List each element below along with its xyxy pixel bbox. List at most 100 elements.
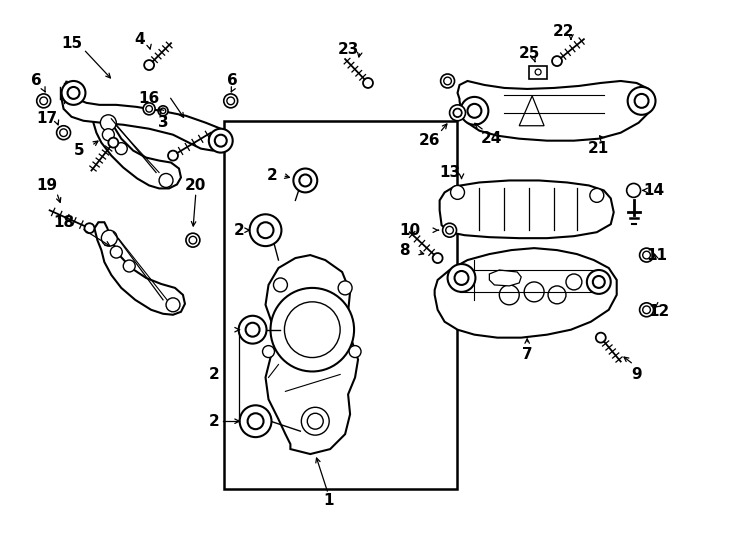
Circle shape <box>453 109 462 117</box>
Circle shape <box>446 226 454 234</box>
Circle shape <box>294 168 317 192</box>
Text: 24: 24 <box>481 131 502 146</box>
Text: 11: 11 <box>646 247 667 262</box>
Circle shape <box>123 260 135 272</box>
Circle shape <box>552 56 562 66</box>
Text: 19: 19 <box>36 178 57 193</box>
Text: 20: 20 <box>185 178 206 193</box>
Text: 15: 15 <box>61 36 82 51</box>
Polygon shape <box>266 255 358 454</box>
Circle shape <box>159 173 173 187</box>
Circle shape <box>643 251 650 259</box>
Circle shape <box>62 81 85 105</box>
Circle shape <box>432 253 443 263</box>
Circle shape <box>349 346 361 357</box>
Circle shape <box>102 129 115 140</box>
Circle shape <box>448 264 476 292</box>
Circle shape <box>454 109 462 117</box>
Text: 8: 8 <box>399 242 410 258</box>
Circle shape <box>460 97 488 125</box>
Text: 22: 22 <box>553 24 575 39</box>
Circle shape <box>639 303 653 317</box>
Circle shape <box>215 134 227 147</box>
Circle shape <box>548 286 566 304</box>
Polygon shape <box>519 96 544 126</box>
Circle shape <box>363 78 373 88</box>
Circle shape <box>308 413 323 429</box>
Circle shape <box>596 333 606 342</box>
Text: 1: 1 <box>323 494 333 508</box>
Text: 2: 2 <box>208 414 219 429</box>
Circle shape <box>189 237 197 244</box>
Circle shape <box>160 108 166 113</box>
Text: 4: 4 <box>134 32 145 46</box>
Text: 26: 26 <box>419 133 440 148</box>
Text: 3: 3 <box>158 115 168 130</box>
Text: 12: 12 <box>648 304 669 319</box>
Circle shape <box>627 184 641 198</box>
Circle shape <box>643 306 650 314</box>
Text: 6: 6 <box>228 73 238 89</box>
Circle shape <box>247 413 264 429</box>
Text: 6: 6 <box>32 73 42 89</box>
Circle shape <box>590 188 604 202</box>
Circle shape <box>68 87 79 99</box>
Text: 14: 14 <box>643 183 664 198</box>
Circle shape <box>146 105 153 112</box>
Circle shape <box>451 185 465 199</box>
Circle shape <box>302 407 329 435</box>
Circle shape <box>535 69 541 75</box>
Circle shape <box>524 282 544 302</box>
Circle shape <box>499 285 519 305</box>
Circle shape <box>186 233 200 247</box>
Circle shape <box>115 143 127 154</box>
Text: 7: 7 <box>522 347 532 362</box>
Polygon shape <box>457 81 653 140</box>
Circle shape <box>110 246 123 258</box>
Circle shape <box>101 230 117 246</box>
Circle shape <box>227 97 235 105</box>
Text: 18: 18 <box>53 215 74 230</box>
Circle shape <box>240 406 272 437</box>
Circle shape <box>285 302 340 357</box>
Circle shape <box>84 223 95 233</box>
Text: 17: 17 <box>36 111 57 126</box>
Text: 13: 13 <box>439 165 460 180</box>
Circle shape <box>454 271 468 285</box>
Circle shape <box>40 97 48 105</box>
Polygon shape <box>95 222 185 315</box>
Text: 16: 16 <box>139 91 160 106</box>
Circle shape <box>57 126 70 140</box>
Text: 9: 9 <box>631 367 642 382</box>
Circle shape <box>144 60 154 70</box>
Text: 21: 21 <box>588 141 609 156</box>
Circle shape <box>444 77 451 85</box>
Circle shape <box>639 248 653 262</box>
Circle shape <box>168 151 178 160</box>
Text: 2: 2 <box>233 222 244 238</box>
Circle shape <box>263 346 275 357</box>
Circle shape <box>566 274 582 290</box>
Circle shape <box>246 323 260 336</box>
Polygon shape <box>62 81 229 151</box>
Circle shape <box>338 281 352 295</box>
Text: 2: 2 <box>208 367 219 382</box>
Circle shape <box>587 270 611 294</box>
Polygon shape <box>435 248 617 338</box>
Circle shape <box>468 104 482 118</box>
Circle shape <box>250 214 281 246</box>
Circle shape <box>443 223 457 237</box>
Circle shape <box>440 74 454 88</box>
Text: 2: 2 <box>267 168 278 183</box>
Text: 25: 25 <box>518 45 539 60</box>
Circle shape <box>593 276 605 288</box>
Circle shape <box>274 278 288 292</box>
Text: 5: 5 <box>74 143 85 158</box>
Circle shape <box>239 316 266 343</box>
Circle shape <box>158 106 168 116</box>
Circle shape <box>208 129 233 153</box>
Polygon shape <box>93 109 181 188</box>
Circle shape <box>628 87 655 115</box>
Polygon shape <box>440 180 614 238</box>
Text: 10: 10 <box>399 222 421 238</box>
